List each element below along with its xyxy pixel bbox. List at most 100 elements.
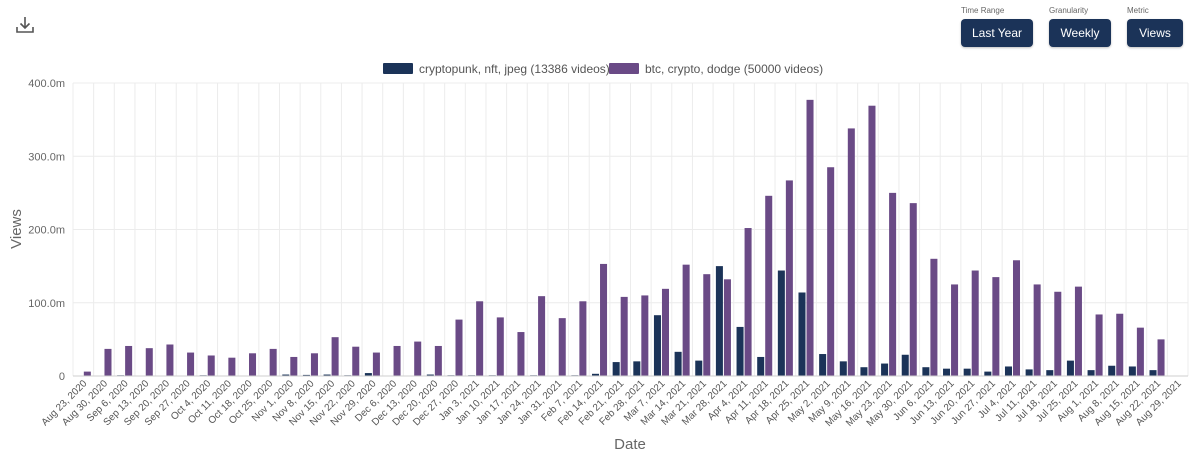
bar-series-b-3[interactable] bbox=[145, 348, 153, 376]
bar-series-b-24[interactable] bbox=[579, 301, 587, 376]
bar-series-b-15[interactable] bbox=[393, 345, 401, 376]
bar-series-b-40[interactable] bbox=[909, 203, 917, 376]
bar-series-b-25[interactable] bbox=[600, 263, 608, 376]
bar-series-a-27[interactable] bbox=[633, 361, 641, 376]
bar-series-a-17[interactable] bbox=[426, 374, 434, 376]
bar-series-b-43[interactable] bbox=[971, 270, 979, 376]
bar-series-b-8[interactable] bbox=[249, 353, 257, 376]
bar-series-a-49[interactable] bbox=[1087, 370, 1095, 376]
bar-series-b-10[interactable] bbox=[290, 356, 298, 376]
bar-series-b-31[interactable] bbox=[723, 279, 731, 376]
bar-series-a-50[interactable] bbox=[1108, 365, 1116, 376]
bar-series-b-49[interactable] bbox=[1095, 314, 1103, 376]
time-range-control: Time Range Last Year bbox=[961, 6, 1033, 47]
bar-series-a-41[interactable] bbox=[922, 367, 930, 376]
download-icon[interactable] bbox=[14, 14, 36, 36]
bar-series-b-9[interactable] bbox=[269, 348, 277, 376]
bar-series-b-4[interactable] bbox=[166, 344, 174, 376]
bar-series-b-13[interactable] bbox=[352, 346, 360, 376]
bars bbox=[75, 99, 1178, 377]
legend: cryptopunk, nft, jpeg (13386 videos) btc… bbox=[383, 62, 823, 76]
metric-button[interactable]: Views bbox=[1127, 19, 1183, 47]
legend-label-series-a[interactable]: cryptopunk, nft, jpeg (13386 videos) bbox=[419, 62, 610, 76]
bar-series-b-19[interactable] bbox=[476, 301, 484, 376]
bar-series-b-7[interactable] bbox=[228, 357, 236, 376]
bar-series-b-12[interactable] bbox=[331, 337, 339, 376]
bar-series-a-48[interactable] bbox=[1066, 360, 1074, 376]
bar-series-b-47[interactable] bbox=[1054, 291, 1062, 376]
bar-series-b-52[interactable] bbox=[1157, 339, 1165, 376]
bar-series-b-41[interactable] bbox=[930, 258, 938, 376]
bar-series-a-38[interactable] bbox=[860, 367, 868, 376]
bar-series-b-48[interactable] bbox=[1074, 286, 1082, 376]
bar-series-b-20[interactable] bbox=[496, 317, 504, 376]
bar-series-b-34[interactable] bbox=[785, 180, 793, 376]
granularity-button[interactable]: Weekly bbox=[1049, 19, 1111, 47]
legend-swatch-series-a[interactable] bbox=[383, 63, 413, 74]
bar-series-a-52[interactable] bbox=[1149, 370, 1157, 376]
y-tick-label: 200.0m bbox=[28, 225, 65, 237]
bar-series-b-51[interactable] bbox=[1136, 327, 1144, 376]
bar-series-a-11[interactable] bbox=[302, 374, 310, 376]
bar-series-a-14[interactable] bbox=[364, 373, 372, 376]
bar-series-b-37[interactable] bbox=[847, 128, 855, 376]
bar-series-b-32[interactable] bbox=[744, 228, 752, 376]
bar-series-b-36[interactable] bbox=[827, 167, 835, 376]
bar-series-b-42[interactable] bbox=[951, 284, 959, 376]
bar-series-a-29[interactable] bbox=[674, 351, 682, 376]
bar-series-a-46[interactable] bbox=[1025, 369, 1033, 376]
bar-series-b-18[interactable] bbox=[455, 319, 463, 376]
bar-series-b-38[interactable] bbox=[868, 105, 876, 377]
bar-series-a-51[interactable] bbox=[1128, 366, 1136, 376]
bar-series-a-34[interactable] bbox=[777, 270, 785, 376]
bar-series-a-12[interactable] bbox=[323, 374, 331, 376]
bar-series-b-23[interactable] bbox=[558, 318, 566, 376]
bar-series-b-28[interactable] bbox=[661, 288, 669, 376]
bar-series-b-39[interactable] bbox=[889, 192, 897, 376]
bar-series-a-28[interactable] bbox=[653, 315, 661, 376]
bar-series-a-26[interactable] bbox=[612, 362, 620, 376]
bar-series-b-44[interactable] bbox=[992, 277, 1000, 376]
bar-series-b-33[interactable] bbox=[765, 195, 773, 376]
bar-series-b-50[interactable] bbox=[1116, 313, 1124, 376]
bar-series-b-45[interactable] bbox=[1012, 260, 1021, 376]
bar-series-b-46[interactable] bbox=[1033, 284, 1041, 376]
bar-series-b-0[interactable] bbox=[83, 371, 91, 376]
bar-series-a-30[interactable] bbox=[695, 360, 703, 376]
bar-series-a-42[interactable] bbox=[943, 368, 951, 376]
bar-series-b-6[interactable] bbox=[207, 355, 215, 376]
bar-series-b-21[interactable] bbox=[517, 332, 525, 376]
bar-series-a-32[interactable] bbox=[736, 326, 744, 376]
bar-series-a-36[interactable] bbox=[819, 354, 827, 376]
bar-series-b-35[interactable] bbox=[806, 99, 814, 376]
bar-series-a-10[interactable] bbox=[282, 374, 290, 376]
bar-series-b-26[interactable] bbox=[620, 296, 628, 376]
bar-series-b-2[interactable] bbox=[125, 345, 133, 376]
bar-series-a-37[interactable] bbox=[839, 361, 847, 376]
bar-series-a-35[interactable] bbox=[798, 292, 806, 376]
bar-series-b-5[interactable] bbox=[187, 352, 195, 376]
bar-series-b-29[interactable] bbox=[682, 264, 690, 376]
bar-series-b-30[interactable] bbox=[703, 274, 711, 376]
bar-series-b-16[interactable] bbox=[414, 341, 422, 376]
bar-series-a-44[interactable] bbox=[984, 371, 992, 376]
bar-series-a-47[interactable] bbox=[1046, 370, 1054, 376]
y-tick-label: 100.0m bbox=[28, 298, 65, 310]
bar-series-b-14[interactable] bbox=[372, 352, 380, 376]
bar-series-a-39[interactable] bbox=[881, 363, 889, 376]
bar-series-a-25[interactable] bbox=[592, 373, 600, 376]
bar-series-a-31[interactable] bbox=[715, 266, 723, 376]
bar-series-b-17[interactable] bbox=[434, 345, 442, 376]
bar-series-a-45[interactable] bbox=[1004, 366, 1012, 376]
bar-series-b-11[interactable] bbox=[310, 353, 318, 376]
bar-series-a-40[interactable] bbox=[901, 354, 909, 376]
bar-series-b-1[interactable] bbox=[104, 348, 112, 376]
bar-series-a-43[interactable] bbox=[963, 368, 971, 376]
legend-label-series-b[interactable]: btc, crypto, dodge (50000 videos) bbox=[645, 62, 823, 76]
bar-series-b-27[interactable] bbox=[641, 295, 649, 376]
grid-lines bbox=[72, 82, 1189, 377]
legend-swatch-series-b[interactable] bbox=[609, 63, 639, 74]
time-range-button[interactable]: Last Year bbox=[961, 19, 1033, 47]
bar-series-a-33[interactable] bbox=[757, 356, 765, 376]
bar-series-b-22[interactable] bbox=[538, 296, 546, 376]
